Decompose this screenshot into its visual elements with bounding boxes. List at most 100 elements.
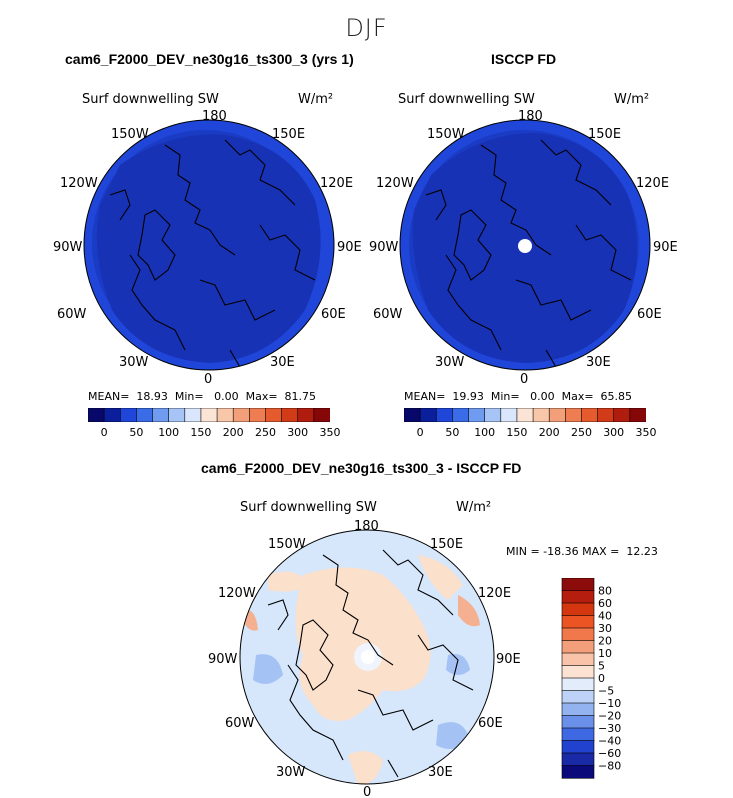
panel-2-lon-60e: 60E (637, 307, 662, 322)
panel-1-lon-0: 0 (204, 372, 212, 387)
panel-2-lon-120e: 120E (636, 176, 669, 191)
diff-colorbar-swatch (561, 740, 595, 754)
panel-1-colorbar (88, 408, 330, 422)
panel-2-lon-150w: 150W (427, 127, 465, 142)
colorbar-tick-label: 350 (636, 426, 657, 439)
diff-colorbar-swatch (561, 615, 595, 629)
colorbar-swatch (232, 408, 250, 422)
panel-1-map-border (83, 119, 335, 371)
panel-1-lon-30w: 30W (119, 355, 149, 370)
panel-1-variable: Surf downwelling SW (82, 92, 219, 107)
diff-colorbar-swatch (561, 715, 595, 729)
diff-colorbar-swatch (561, 652, 595, 667)
diff-colorbar-tick-label: 0 (598, 672, 605, 685)
diff-colorbar-tick-label: −5 (598, 685, 614, 698)
panel-1-lon-60e: 60E (321, 307, 346, 322)
colorbar-swatch (404, 408, 421, 422)
diff-panel-lon-120e: 120E (478, 586, 511, 601)
diff-colorbar-swatch (561, 578, 595, 592)
colorbar-tick-label: 150 (506, 426, 527, 439)
colorbar-swatch (565, 408, 583, 422)
panel-1-map: 180 0 150W 150E 120W 120E 90W 90E 60W 60… (53, 109, 362, 387)
figure-title: DJF (345, 14, 388, 42)
colorbar-tick-label: 200 (223, 426, 244, 439)
panel-1-colorbar-labels: 0 50 100 150 200 250 300 350 (101, 426, 341, 439)
colorbar-swatch (468, 408, 486, 422)
diff-panel-lon-90w: 90W (208, 652, 238, 667)
diff-panel-red-patch-e (458, 595, 480, 627)
panel-2-colorbar-labels: 0 50 100 150 200 250 300 350 (417, 426, 657, 439)
panel-2-stats: MEAN= 19.93 Min= 0.00 Max= 65.85 (404, 390, 633, 403)
panel-2-pole-missing-data (518, 239, 532, 253)
colorbar-swatch (119, 408, 138, 422)
panel-2-variable: Surf downwelling SW (398, 92, 535, 107)
diff-panel-coastlines (267, 549, 474, 778)
colorbar-swatch (265, 408, 283, 422)
panel-1-lon-150e: 150E (272, 127, 305, 142)
diff-panel-pole-missing-data (361, 650, 375, 664)
colorbar-tick-label: 150 (190, 426, 211, 439)
panel-2-map-border (399, 119, 651, 371)
diff-colorbar-tick-label: 5 (598, 660, 605, 673)
colorbar-swatch (452, 408, 470, 422)
colorbar-swatch (581, 408, 599, 422)
diff-colorbar-swatch (561, 602, 595, 617)
colorbar-swatch (200, 408, 218, 422)
diff-colorbar-swatch (561, 690, 595, 704)
panel-1-lon-90w: 90W (53, 240, 83, 255)
diff-colorbar-swatch (561, 727, 595, 742)
diff-panel-blue-patch-e (446, 654, 470, 675)
diff-colorbar-tick-label: −80 (598, 760, 621, 773)
colorbar-tick-label: 350 (320, 426, 341, 439)
colorbar-swatch (597, 408, 615, 422)
panel-1-lon-60w: 60W (57, 307, 87, 322)
diff-panel-lon-0: 0 (363, 785, 371, 798)
colorbar-swatch (419, 408, 437, 422)
colorbar-swatch (313, 408, 330, 422)
colorbar-swatch (249, 408, 267, 422)
panel-2-lon-60w: 60W (373, 307, 403, 322)
diff-colorbar-swatch (561, 640, 595, 654)
panel-1-inner-band (96, 134, 321, 363)
diff-colorbar-swatch (561, 765, 595, 779)
diff-panel-lon-180: 180 (354, 519, 379, 534)
colorbar-tick-label: 50 (445, 426, 459, 439)
diff-colorbar-tick-label: 10 (598, 647, 612, 660)
panel-2-title: ISCCP FD (491, 51, 557, 67)
diff-colorbar-swatch (561, 665, 595, 679)
colorbar-swatch (136, 408, 154, 422)
panel-1-lon-30e: 30E (270, 355, 295, 370)
diff-colorbar-tick-label: 40 (598, 610, 612, 623)
diff-panel-lon-90e: 90E (496, 652, 521, 667)
diff-colorbar-tick-label: −30 (598, 722, 621, 735)
colorbar-tick-label: 300 (603, 426, 624, 439)
panel-1-lon-150w: 150W (111, 127, 149, 142)
colorbar-swatch (516, 408, 534, 422)
panel-2-map: 180 0 150W 150E 120W 120E 90W 90E 60W 60… (369, 109, 678, 387)
diff-colorbar-tick-label: 30 (598, 622, 612, 635)
panel-1-coastlines (109, 139, 316, 368)
colorbar-swatch (281, 408, 299, 422)
panel-2-lon-90e: 90E (653, 240, 678, 255)
colorbar-tick-label: 50 (129, 426, 143, 439)
panel-2-coastlines (425, 139, 632, 368)
diff-panel-lon-120w: 120W (218, 586, 256, 601)
panel-1-stats: MEAN= 18.93 Min= 0.00 Max= 81.75 (88, 390, 317, 403)
panel-2-lon-90w: 90W (369, 240, 399, 255)
panel-2-lon-150e: 150E (588, 127, 621, 142)
panel-2-lon-30w: 30W (435, 355, 465, 370)
colorbar-swatch (484, 408, 502, 422)
colorbar-swatch (103, 408, 121, 422)
diff-panel-blue-patch-w (253, 654, 283, 684)
diff-colorbar-tick-label: −20 (598, 710, 621, 723)
panel-2-lon-120w: 120W (376, 176, 414, 191)
colorbar-tick-label: 0 (417, 426, 424, 439)
panel-2-lon-30e: 30E (586, 355, 611, 370)
diff-panel-stats: MIN = -18.36 MAX = 12.23 (506, 545, 658, 558)
diff-panel-map-border (239, 529, 495, 785)
colorbar-tick-label: 100 (158, 426, 179, 439)
colorbar-swatch (532, 408, 550, 422)
colorbar-swatch (216, 408, 234, 422)
colorbar-swatch (184, 408, 202, 422)
